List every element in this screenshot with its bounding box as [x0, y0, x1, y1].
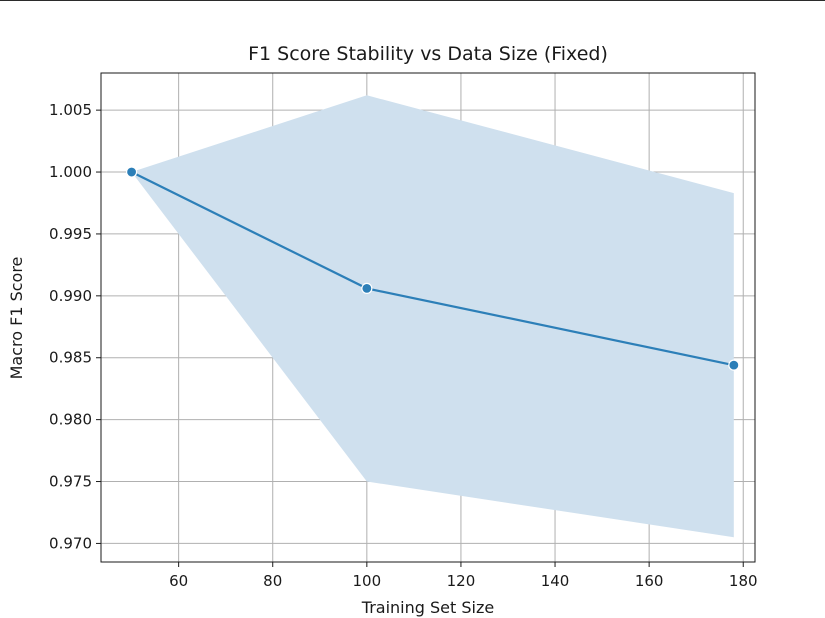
- x-tick-label: 60: [169, 572, 188, 590]
- data-point: [125, 166, 138, 178]
- confidence-band-layer: [131, 95, 734, 538]
- x-axis-ticks: 60 80 100 120 140 160 180: [169, 562, 758, 590]
- x-tick-label: 180: [729, 572, 758, 590]
- x-tick-label: 80: [263, 572, 282, 590]
- plot-frame: [100, 72, 756, 563]
- chart-title: F1 Score Stability vs Data Size (Fixed): [248, 43, 608, 65]
- y-tick-label: 1.005: [49, 101, 92, 119]
- y-tick-label: 0.970: [49, 534, 92, 552]
- x-tick-label: 160: [635, 572, 664, 590]
- top-border-line: [0, 0, 825, 1]
- y-tick-label: 0.975: [49, 473, 92, 491]
- y-tick-label: 0.990: [49, 287, 92, 305]
- y-tick-label: 0.985: [49, 349, 92, 367]
- x-tick-label: 120: [447, 572, 476, 590]
- x-tick-label: 100: [353, 572, 382, 590]
- data-point-layer: [125, 166, 740, 371]
- y-tick-label: 1.000: [49, 163, 92, 181]
- y-axis-label: Macro F1 Score: [7, 257, 26, 380]
- x-tick-label: 140: [541, 572, 570, 590]
- y-tick-label: 0.980: [49, 411, 92, 429]
- data-point: [361, 282, 373, 295]
- y-axis-ticks: 0.970 0.975 0.980 0.985 0.990 0.995 1.000 1.005: [49, 101, 101, 552]
- y-tick-label: 0.995: [49, 225, 92, 243]
- data-point: [728, 359, 740, 371]
- confidence-band: [131, 95, 734, 538]
- x-axis-label: Training Set Size: [361, 598, 494, 617]
